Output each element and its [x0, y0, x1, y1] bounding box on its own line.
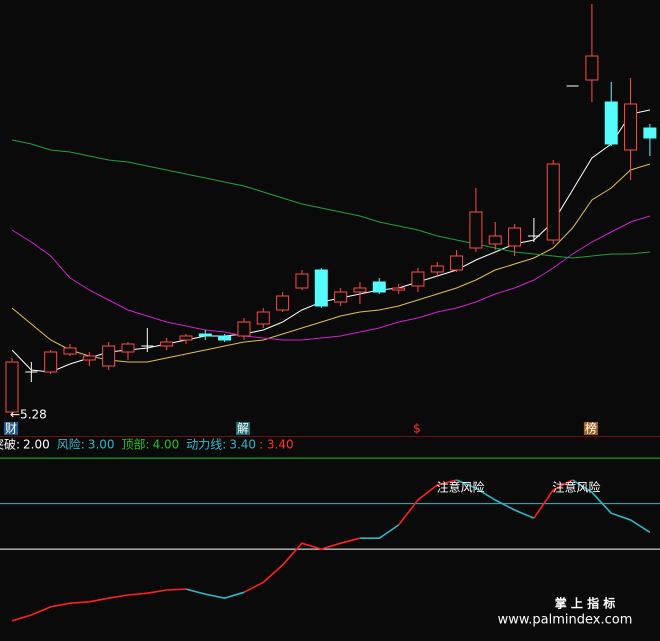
marker: 榜 [585, 421, 597, 436]
candle-body [372, 281, 386, 293]
candle-body [5, 361, 19, 413]
legend-value: 3.40 [229, 438, 256, 452]
marker-box [4, 422, 18, 435]
legend-name: 风险: [57, 437, 85, 452]
candle-body [353, 287, 367, 293]
candle-body [82, 355, 96, 361]
candle-body [604, 101, 618, 145]
moving-average [11, 139, 650, 259]
candle-body [546, 163, 560, 241]
candle-body [643, 127, 657, 139]
annotation: 注意风险 [437, 480, 485, 495]
legend-name: 动力线: [186, 438, 226, 452]
marker-box [235, 422, 250, 435]
candle-body [276, 295, 290, 311]
candle-body [160, 341, 174, 347]
marker-box [583, 422, 598, 435]
candle-body [334, 291, 348, 303]
legend-value: 4.00 [153, 438, 180, 452]
candle-body [450, 255, 464, 271]
candle-body [430, 265, 444, 273]
candle-body [508, 227, 522, 247]
candle-body [469, 211, 483, 249]
candle-body [102, 345, 116, 367]
marker: $ [413, 422, 421, 436]
legend-value: 2.00 [23, 438, 50, 452]
indicator-line [185, 479, 651, 600]
candle-body [121, 343, 135, 353]
candle-body [585, 55, 599, 81]
candle-body [392, 287, 406, 291]
marker: 财 [5, 422, 17, 436]
moving-average [11, 163, 651, 363]
candle-body [44, 351, 58, 373]
candle-body [218, 335, 232, 341]
watermark-title: 掌 上 指 标 [555, 596, 616, 611]
moving-average [11, 109, 651, 373]
legend-name: 突破: [0, 437, 20, 452]
legend-value: : 3.40 [259, 438, 294, 452]
moving-average [11, 215, 651, 341]
watermark-url: www.palmindex.com [498, 613, 633, 628]
candle-body [295, 273, 309, 289]
candle-body [411, 271, 425, 287]
candle-body [314, 269, 328, 307]
low-label: ←5.28 [10, 408, 47, 422]
candle-body [179, 335, 193, 341]
candle-body [256, 311, 270, 325]
candle-body [624, 103, 638, 151]
legend-value: 3.00 [88, 438, 115, 452]
marker: 解 [237, 422, 249, 436]
candle-body [63, 347, 77, 355]
indicator-line [11, 479, 573, 622]
candle-body [198, 333, 212, 337]
annotation: 注意风险 [553, 480, 601, 495]
candle-body [488, 235, 502, 245]
legend-name: 顶部: [122, 437, 150, 452]
candle-body [237, 321, 251, 337]
